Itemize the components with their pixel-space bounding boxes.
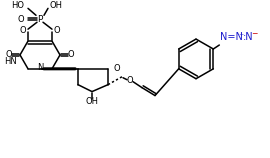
Text: P: P bbox=[37, 15, 43, 24]
Text: N: N bbox=[37, 63, 43, 72]
Text: OH: OH bbox=[86, 97, 99, 106]
Text: +: + bbox=[239, 32, 244, 37]
Text: O: O bbox=[113, 64, 120, 73]
Text: O: O bbox=[54, 26, 60, 35]
Text: HO: HO bbox=[11, 1, 24, 10]
Text: O: O bbox=[127, 76, 133, 85]
Text: :N: :N bbox=[243, 32, 254, 42]
Text: −: − bbox=[251, 30, 258, 39]
Text: OH: OH bbox=[50, 1, 63, 10]
Text: O: O bbox=[68, 50, 74, 59]
Text: O: O bbox=[17, 15, 24, 24]
Text: O: O bbox=[20, 26, 26, 35]
Text: O: O bbox=[6, 50, 12, 59]
Text: HN: HN bbox=[4, 57, 17, 66]
Text: N=N: N=N bbox=[220, 32, 243, 42]
